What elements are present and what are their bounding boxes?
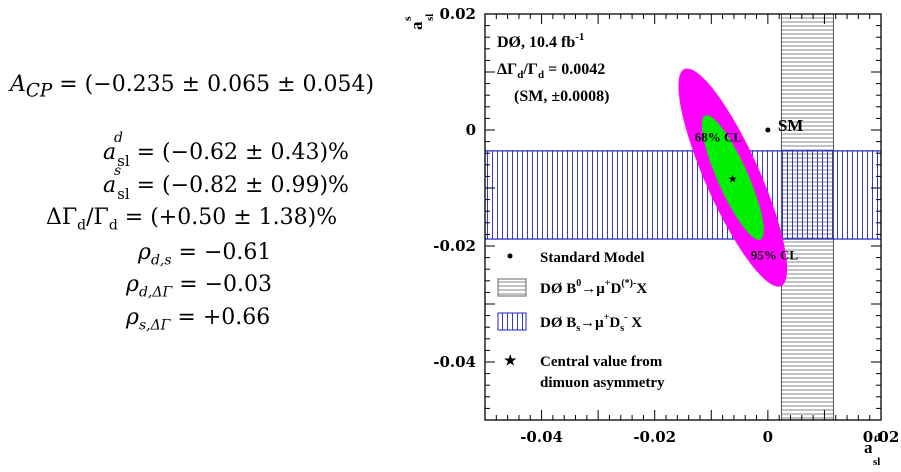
asl-s-value: = (−0.82 ± 0.99)% bbox=[136, 173, 349, 198]
header-line2: ΔΓd/Γd = 0.0042 bbox=[497, 61, 605, 81]
x-tick-label: -0.02 bbox=[633, 428, 676, 446]
delta-gamma-subscript: d bbox=[77, 217, 87, 234]
rho-dg-subscript: d,ΔΓ bbox=[138, 284, 173, 301]
rho-sg-subscript: s,ΔΓ bbox=[138, 317, 171, 334]
legend-item-central: Central value from bbox=[540, 354, 663, 370]
constraint-bands bbox=[485, 14, 881, 420]
svg-text:sl: sl bbox=[424, 14, 436, 21]
delta-gamma-equation: ΔΓd/Γd = (+0.50 ± 1.38)% bbox=[46, 205, 337, 233]
svg-text:s: s bbox=[400, 16, 414, 21]
rho-dg-value: = −0.03 bbox=[179, 272, 273, 297]
plot-header: DØ, 10.4 fb-1 ΔΓd/Γd = 0.0042 (SM, ±0.00… bbox=[497, 31, 609, 105]
sm-point bbox=[765, 127, 771, 133]
central-value-star: ★ bbox=[728, 173, 738, 186]
legend-item-b0: DØ B0→μ+D(*)-X bbox=[540, 278, 647, 297]
legend-hbox-marker bbox=[497, 278, 527, 297]
rho-ds-subscript: d,s bbox=[150, 252, 172, 269]
svg-text:d: d bbox=[874, 430, 881, 444]
legend: Standard Model DØ B0→μ+D(*)-X DØ Bs→μ+Ds… bbox=[497, 250, 665, 391]
sm-label: SM bbox=[778, 116, 804, 135]
rho-sg-symbol: ρ bbox=[126, 305, 139, 330]
asl-s-symbol: a bbox=[103, 173, 117, 198]
y-tick-label: 0 bbox=[466, 121, 476, 139]
svg-text:sl: sl bbox=[873, 456, 880, 468]
legend-star-marker: ★ bbox=[504, 353, 517, 369]
legend-item-central-line2: dimuon asymmetry bbox=[540, 375, 665, 391]
legend-vbox-marker bbox=[497, 312, 527, 331]
acp-symbol: A bbox=[10, 72, 26, 97]
svg-text:a: a bbox=[864, 438, 873, 457]
acp-equation: ACP = (−0.235 ± 0.065 ± 0.054) bbox=[10, 72, 374, 101]
y-tick-label: -0.02 bbox=[433, 237, 476, 255]
asl-d-symbol: a bbox=[103, 140, 117, 165]
rho-sg-value: = +0.66 bbox=[177, 305, 271, 330]
legend-dot-marker bbox=[507, 253, 513, 259]
svg-text:a: a bbox=[407, 21, 426, 30]
asl-d-superscript: d bbox=[114, 130, 123, 146]
ellipse-68cl bbox=[701, 115, 764, 240]
y-tick-label: -0.04 bbox=[433, 353, 476, 371]
header-line1: DØ, 10.4 fb-1 bbox=[497, 31, 584, 51]
confidence-ellipses bbox=[678, 68, 788, 287]
band-bs bbox=[485, 150, 881, 240]
y-axis-label: a s sl bbox=[400, 14, 436, 30]
acp-subscript: CP bbox=[25, 80, 53, 102]
asl-d-subscript: sl bbox=[117, 152, 130, 170]
x-tick-label: -0.04 bbox=[520, 428, 563, 446]
delta-gamma-value: = (+0.50 ± 1.38)% bbox=[124, 205, 338, 230]
rho-dg-symbol: ρ bbox=[126, 272, 139, 297]
gamma-subscript: d bbox=[108, 217, 118, 234]
x-axis-label: a d sl bbox=[864, 430, 881, 468]
rho-ds-value: = −0.61 bbox=[178, 240, 272, 265]
y-tick-label: 0.02 bbox=[439, 5, 476, 23]
label-95cl: 95% CL bbox=[751, 248, 799, 263]
rho-ds-equation: ρd,s = −0.61 bbox=[138, 240, 271, 268]
results-equations: ACP = (−0.235 ± 0.065 ± 0.054) a d sl = (−… bbox=[0, 0, 420, 472]
plot-frame bbox=[484, 13, 882, 421]
rho-sg-equation: ρs,ΔΓ = +0.66 bbox=[126, 305, 270, 333]
asl-s-subscript: sl bbox=[117, 185, 130, 203]
asl-s-superscript: s bbox=[114, 163, 122, 179]
axis-ticks: -0.04 -0.02 0 0.02 -0.04 -0.02 0 0.02 bbox=[433, 5, 899, 446]
rho-dg-equation: ρd,ΔΓ = −0.03 bbox=[126, 272, 272, 300]
asl-s-equation: a s sl = (−0.82 ± 0.99)% bbox=[103, 163, 349, 203]
rho-ds-symbol: ρ bbox=[138, 240, 151, 265]
label-68cl: 68% CL bbox=[695, 130, 743, 145]
plot-markers: 68% CL 95% CL ★ SM bbox=[695, 116, 804, 263]
x-tick-label: 0 bbox=[763, 428, 773, 446]
delta-gamma-symbol: ΔΓ bbox=[46, 205, 78, 230]
header-line3: (SM, ±0.0008) bbox=[514, 88, 609, 105]
x-tick-label: 0.02 bbox=[863, 428, 900, 446]
asl-d-equation: a d sl = (−0.62 ± 0.43)% bbox=[103, 130, 349, 170]
asl-d-value: = (−0.62 ± 0.43)% bbox=[136, 140, 349, 165]
acp-value: = (−0.235 ± 0.065 ± 0.054) bbox=[59, 72, 375, 97]
legend-item-bs: DØ Bs→μ+Ds- X bbox=[540, 312, 642, 334]
legend-item-standard-model: Standard Model bbox=[540, 250, 645, 266]
gamma-symbol: /Γ bbox=[86, 205, 109, 230]
